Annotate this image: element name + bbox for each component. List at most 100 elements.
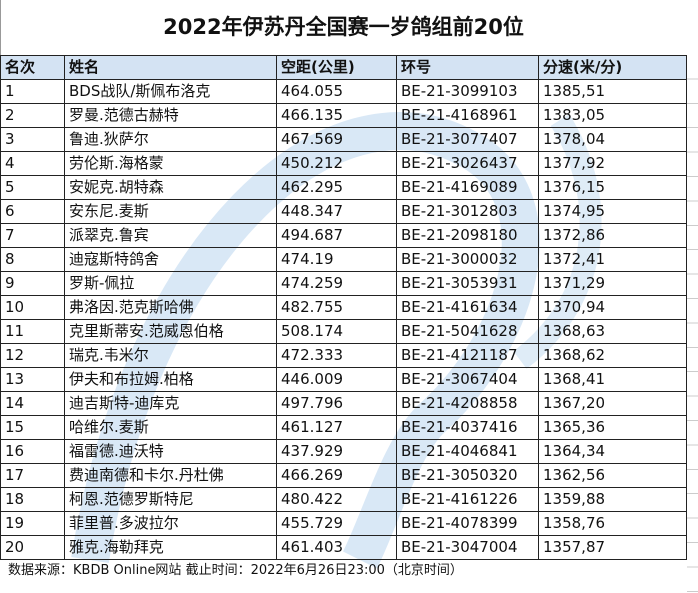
cell-ring: BE-21-2098180 xyxy=(396,223,539,248)
cell-speed: 1370,94 xyxy=(538,295,687,320)
cell-ring: BE-21-4161226 xyxy=(396,487,539,512)
cell-distance: 448.347 xyxy=(276,199,397,224)
table-row: 11 克里斯蒂安.范威恩伯格 508.174 BE-21-5041628 1368,63 xyxy=(0,319,687,344)
cell-ring: BE-21-3000032 xyxy=(396,247,539,272)
cell-rank: 19 xyxy=(0,511,65,536)
cell-name: 派翠克.鲁宾 xyxy=(64,223,277,248)
cell-rank: 8 xyxy=(0,247,65,272)
table-row: 2 罗曼.范德古赫特 466.135 BE-21-4168961 1383,05 xyxy=(0,103,687,128)
cell-speed: 1371,29 xyxy=(538,271,687,296)
cell-distance: 446.009 xyxy=(276,367,397,392)
cell-name: 雅克.海勒拜克 xyxy=(64,535,277,560)
cell-rank: 13 xyxy=(0,367,65,392)
cell-ring: BE-21-3012803 xyxy=(396,199,539,224)
cell-speed: 1374,95 xyxy=(538,199,687,224)
cell-rank: 20 xyxy=(0,535,65,560)
cell-ring: BE-21-4046841 xyxy=(396,439,539,464)
cell-speed: 1385,51 xyxy=(538,79,687,104)
table-row: 16 福雷德.迪沃特 437.929 BE-21-4046841 1364,34 xyxy=(0,439,687,464)
cell-distance: 474.259 xyxy=(276,271,397,296)
cell-name: 哈维尔.麦斯 xyxy=(64,415,277,440)
cell-distance: 466.135 xyxy=(276,103,397,128)
header-row: 名次 姓名 空距(公里) 环号 分速(米/分) xyxy=(0,55,687,80)
cell-rank: 17 xyxy=(0,463,65,488)
cell-ring: BE-21-4169089 xyxy=(396,175,539,200)
cell-ring: BE-21-3067404 xyxy=(396,367,539,392)
source-note: 数据来源：KBDB Online网站 截止时间：2022年6月26日23:00（… xyxy=(8,563,463,578)
cell-name: 迪寇斯特鸽舍 xyxy=(64,247,277,272)
cell-distance: 450.212 xyxy=(276,151,397,176)
cell-name: 菲里普.多波拉尔 xyxy=(64,511,277,536)
cell-rank: 10 xyxy=(0,295,65,320)
cell-distance: 508.174 xyxy=(276,319,397,344)
cell-rank: 15 xyxy=(0,415,65,440)
cell-rank: 3 xyxy=(0,127,65,152)
cell-speed: 1383,05 xyxy=(538,103,687,128)
cell-speed: 1368,62 xyxy=(538,343,687,368)
cell-rank: 7 xyxy=(0,223,65,248)
cell-name: 劳伦斯.海格蒙 xyxy=(64,151,277,176)
cell-name: 罗斯-佩拉 xyxy=(64,271,277,296)
cell-ring: BE-21-3053931 xyxy=(396,271,539,296)
cell-speed: 1376,15 xyxy=(538,175,687,200)
spreadsheet-grid xyxy=(687,55,698,593)
cell-distance: 482.755 xyxy=(276,295,397,320)
cell-speed: 1364,34 xyxy=(538,439,687,464)
cell-distance: 437.929 xyxy=(276,439,397,464)
cell-distance: 461.403 xyxy=(276,535,397,560)
cell-name: 弗洛因.范克斯哈佛 xyxy=(64,295,277,320)
cell-ring: BE-21-3099103 xyxy=(396,79,539,104)
cell-name: 克里斯蒂安.范威恩伯格 xyxy=(64,319,277,344)
cell-name: 罗曼.范德古赫特 xyxy=(64,103,277,128)
table-row: 15 哈维尔.麦斯 461.127 BE-21-4037416 1365,36 xyxy=(0,415,687,440)
cell-name: BDS战队/斯佩布洛克 xyxy=(64,79,277,104)
table-row: 4 劳伦斯.海格蒙 450.212 BE-21-3026437 1377,92 xyxy=(0,151,687,176)
table-row: 20 雅克.海勒拜克 461.403 BE-21-3047004 1357,87 xyxy=(0,535,687,560)
page-title: 2022年伊苏丹全国赛一岁鸽组前20位 xyxy=(0,0,686,55)
cell-speed: 1357,87 xyxy=(538,535,687,560)
ranking-table: 名次 姓名 空距(公里) 环号 分速(米/分) 1 BDS战队/斯佩布洛克 464.… xyxy=(0,55,687,560)
table-row: 17 费迪南德和卡尔.丹杜佛 466.269 BE-21-3050320 1362,56 xyxy=(0,463,687,488)
cell-distance: 462.295 xyxy=(276,175,397,200)
cell-distance: 474.19 xyxy=(276,247,397,272)
cell-speed: 1362,56 xyxy=(538,463,687,488)
cell-name: 安东尼.麦斯 xyxy=(64,199,277,224)
header-distance: 空距(公里) xyxy=(276,55,397,80)
cell-rank: 11 xyxy=(0,319,65,344)
cell-distance: 480.422 xyxy=(276,487,397,512)
cell-rank: 5 xyxy=(0,175,65,200)
table-row: 7 派翠克.鲁宾 494.687 BE-21-2098180 1372,86 xyxy=(0,223,687,248)
cell-ring: BE-21-4078399 xyxy=(396,511,539,536)
table-row: 18 柯恩.范德罗斯特尼 480.422 BE-21-4161226 1359,88 xyxy=(0,487,687,512)
cell-distance: 467.569 xyxy=(276,127,397,152)
table-row: 8 迪寇斯特鸽舍 474.19 BE-21-3000032 1372,41 xyxy=(0,247,687,272)
header-ring: 环号 xyxy=(396,55,539,80)
cell-rank: 12 xyxy=(0,343,65,368)
cell-ring: BE-21-3047004 xyxy=(396,535,539,560)
cell-speed: 1378,04 xyxy=(538,127,687,152)
cell-speed: 1377,92 xyxy=(538,151,687,176)
cell-rank: 1 xyxy=(0,79,65,104)
cell-ring: BE-21-4168961 xyxy=(396,103,539,128)
cell-distance: 466.269 xyxy=(276,463,397,488)
cell-distance: 464.055 xyxy=(276,79,397,104)
cell-name: 福雷德.迪沃特 xyxy=(64,439,277,464)
cell-rank: 9 xyxy=(0,271,65,296)
cell-ring: BE-21-4037416 xyxy=(396,415,539,440)
cell-speed: 1358,76 xyxy=(538,511,687,536)
table-row: 14 迪吉斯特-迪库克 497.796 BE-21-4208858 1367,20 xyxy=(0,391,687,416)
cell-speed: 1372,41 xyxy=(538,247,687,272)
cell-speed: 1365,36 xyxy=(538,415,687,440)
cell-speed: 1368,41 xyxy=(538,367,687,392)
cell-name: 迪吉斯特-迪库克 xyxy=(64,391,277,416)
table-row: 3 鲁迪.狄萨尔 467.569 BE-21-3077407 1378,04 xyxy=(0,127,687,152)
cell-rank: 18 xyxy=(0,487,65,512)
cell-rank: 2 xyxy=(0,103,65,128)
cell-speed: 1372,86 xyxy=(538,223,687,248)
table-row: 13 伊夫和布拉姆.柏格 446.009 BE-21-3067404 1368,41 xyxy=(0,367,687,392)
cell-name: 费迪南德和卡尔.丹杜佛 xyxy=(64,463,277,488)
table-row: 9 罗斯-佩拉 474.259 BE-21-3053931 1371,29 xyxy=(0,271,687,296)
cell-ring: BE-21-5041628 xyxy=(396,319,539,344)
table-row: 12 瑞克.韦米尔 472.333 BE-21-4121187 1368,62 xyxy=(0,343,687,368)
header-rank: 名次 xyxy=(0,55,65,80)
